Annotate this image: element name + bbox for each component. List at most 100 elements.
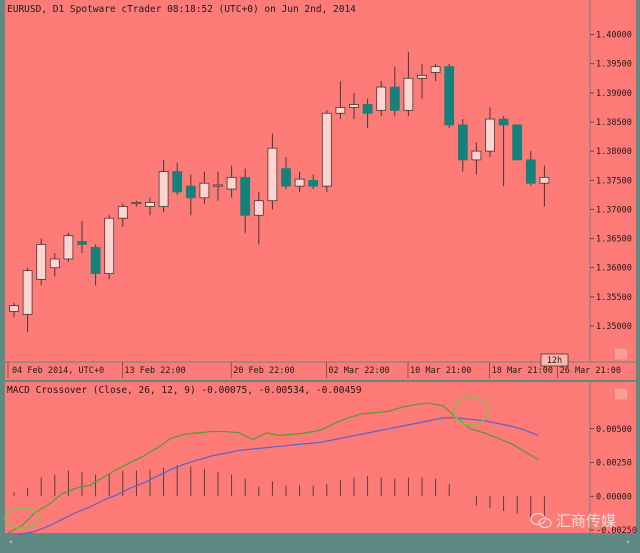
- candle[interactable]: [63, 232, 74, 262]
- candle-body-bullish: [349, 104, 359, 108]
- candle[interactable]: [158, 159, 169, 213]
- candle[interactable]: [213, 171, 223, 201]
- candle-body-bullish: [49, 258, 60, 269]
- candle[interactable]: [444, 63, 455, 128]
- candle[interactable]: [117, 203, 128, 227]
- candle[interactable]: [321, 110, 332, 192]
- candle-body-bullish: [9, 305, 19, 312]
- time-tick-label: 02 Mar 22:00: [328, 366, 389, 376]
- zoom-badge[interactable]: [540, 353, 569, 367]
- candle[interactable]: [335, 81, 346, 120]
- candle[interactable]: [376, 81, 387, 117]
- candle-body-bullish: [376, 86, 387, 111]
- candle[interactable]: [226, 165, 237, 198]
- candle[interactable]: [471, 142, 482, 175]
- candle-body-bullish: [104, 217, 115, 274]
- candle[interactable]: [281, 156, 291, 190]
- candle[interactable]: [362, 98, 373, 128]
- candle[interactable]: [294, 171, 305, 192]
- candle-body-bearish: [362, 104, 373, 114]
- price-panel[interactable]: [5, 0, 636, 380]
- candle[interactable]: [104, 215, 115, 280]
- candle-body-bearish: [308, 179, 319, 187]
- macd-panel-menu-button[interactable]: [613, 387, 629, 401]
- wechat-logo-icon: [530, 512, 552, 529]
- price-tick-label: 1.36500: [596, 235, 632, 245]
- price-tick-label: 1.35000: [596, 322, 632, 332]
- candle[interactable]: [172, 162, 183, 195]
- candle-body-bullish: [158, 171, 169, 207]
- price-tick-label: 1.39000: [596, 89, 632, 99]
- candle[interactable]: [525, 151, 536, 187]
- price-tick-label: 1.35500: [596, 293, 632, 303]
- candle-body-bearish: [185, 185, 196, 199]
- watermark-text: 汇商传媒: [556, 512, 616, 530]
- candle-body-bullish: [22, 270, 33, 315]
- candle[interactable]: [90, 244, 101, 286]
- candle[interactable]: [49, 253, 60, 277]
- candle-body-bullish: [145, 202, 155, 207]
- price-tick-label: 1.38000: [596, 147, 632, 157]
- candle-body-bullish: [294, 178, 305, 187]
- macd-line: [7, 402, 539, 534]
- macd-tick-label: -0.00250: [596, 526, 637, 536]
- crossover-circle-bullish: [4, 507, 40, 529]
- macd-panel[interactable]: [5, 382, 636, 533]
- zoom-badge-label: 12h: [547, 356, 562, 366]
- candle[interactable]: [267, 133, 278, 210]
- candle[interactable]: [22, 267, 33, 332]
- candle[interactable]: [512, 124, 523, 161]
- candle-body-bullish: [430, 66, 441, 73]
- candle[interactable]: [389, 66, 400, 117]
- candle-body-bearish: [444, 66, 455, 126]
- price-tick-label: 1.37500: [596, 176, 632, 186]
- candle-body-bearish: [240, 176, 251, 216]
- time-tick-label: 04 Feb 2014, UTC+0: [12, 366, 104, 376]
- candle[interactable]: [185, 174, 196, 216]
- candle-body-bullish: [471, 150, 482, 161]
- candle-body-bearish: [498, 118, 509, 126]
- scroll-left-icon[interactable]: ◂: [8, 537, 13, 546]
- candle[interactable]: [498, 116, 509, 187]
- candle[interactable]: [253, 191, 264, 245]
- candle[interactable]: [240, 168, 251, 233]
- price-tick-label: 1.37000: [596, 205, 632, 215]
- signal-line: [7, 417, 539, 538]
- candle[interactable]: [199, 171, 210, 204]
- candle-body-bullish: [36, 244, 47, 280]
- candle-body-bullish: [226, 176, 237, 190]
- candle-body-bullish: [213, 184, 223, 187]
- candle-body-bullish: [117, 206, 128, 219]
- candle-body-bearish: [281, 168, 291, 187]
- macd-tick-label: 0.00000: [596, 492, 632, 502]
- candle[interactable]: [145, 197, 155, 216]
- horizontal-scrollbar[interactable]: [5, 535, 636, 545]
- candle-body-bullish: [253, 200, 264, 216]
- price-tick-label: 1.36000: [596, 264, 632, 274]
- scroll-right-icon[interactable]: ▸: [626, 537, 631, 546]
- candle[interactable]: [417, 63, 427, 99]
- candle-body-bullish: [63, 235, 74, 260]
- macd-tick-label: 0.00500: [596, 425, 632, 435]
- candle[interactable]: [308, 174, 319, 190]
- candle-body-bearish: [512, 124, 523, 161]
- candle-body-bullish: [321, 112, 332, 187]
- candle-body-bearish: [389, 86, 400, 111]
- time-tick-label: 20 Feb 22:00: [233, 366, 294, 376]
- candle-body-bullish: [417, 74, 427, 79]
- candle[interactable]: [539, 165, 550, 207]
- candle[interactable]: [77, 221, 87, 254]
- price-panel-menu-button[interactable]: [613, 347, 629, 361]
- candle[interactable]: [457, 119, 468, 172]
- candle[interactable]: [485, 107, 495, 157]
- candle[interactable]: [9, 302, 19, 318]
- candle[interactable]: [131, 200, 142, 207]
- candle[interactable]: [403, 52, 414, 117]
- time-tick-label: 10 Mar 21:00: [410, 366, 471, 376]
- candle[interactable]: [349, 92, 359, 120]
- candle-body-bullish: [199, 182, 210, 199]
- price-tick-label: 1.38500: [596, 118, 632, 128]
- candle[interactable]: [430, 63, 441, 82]
- candle[interactable]: [36, 238, 47, 286]
